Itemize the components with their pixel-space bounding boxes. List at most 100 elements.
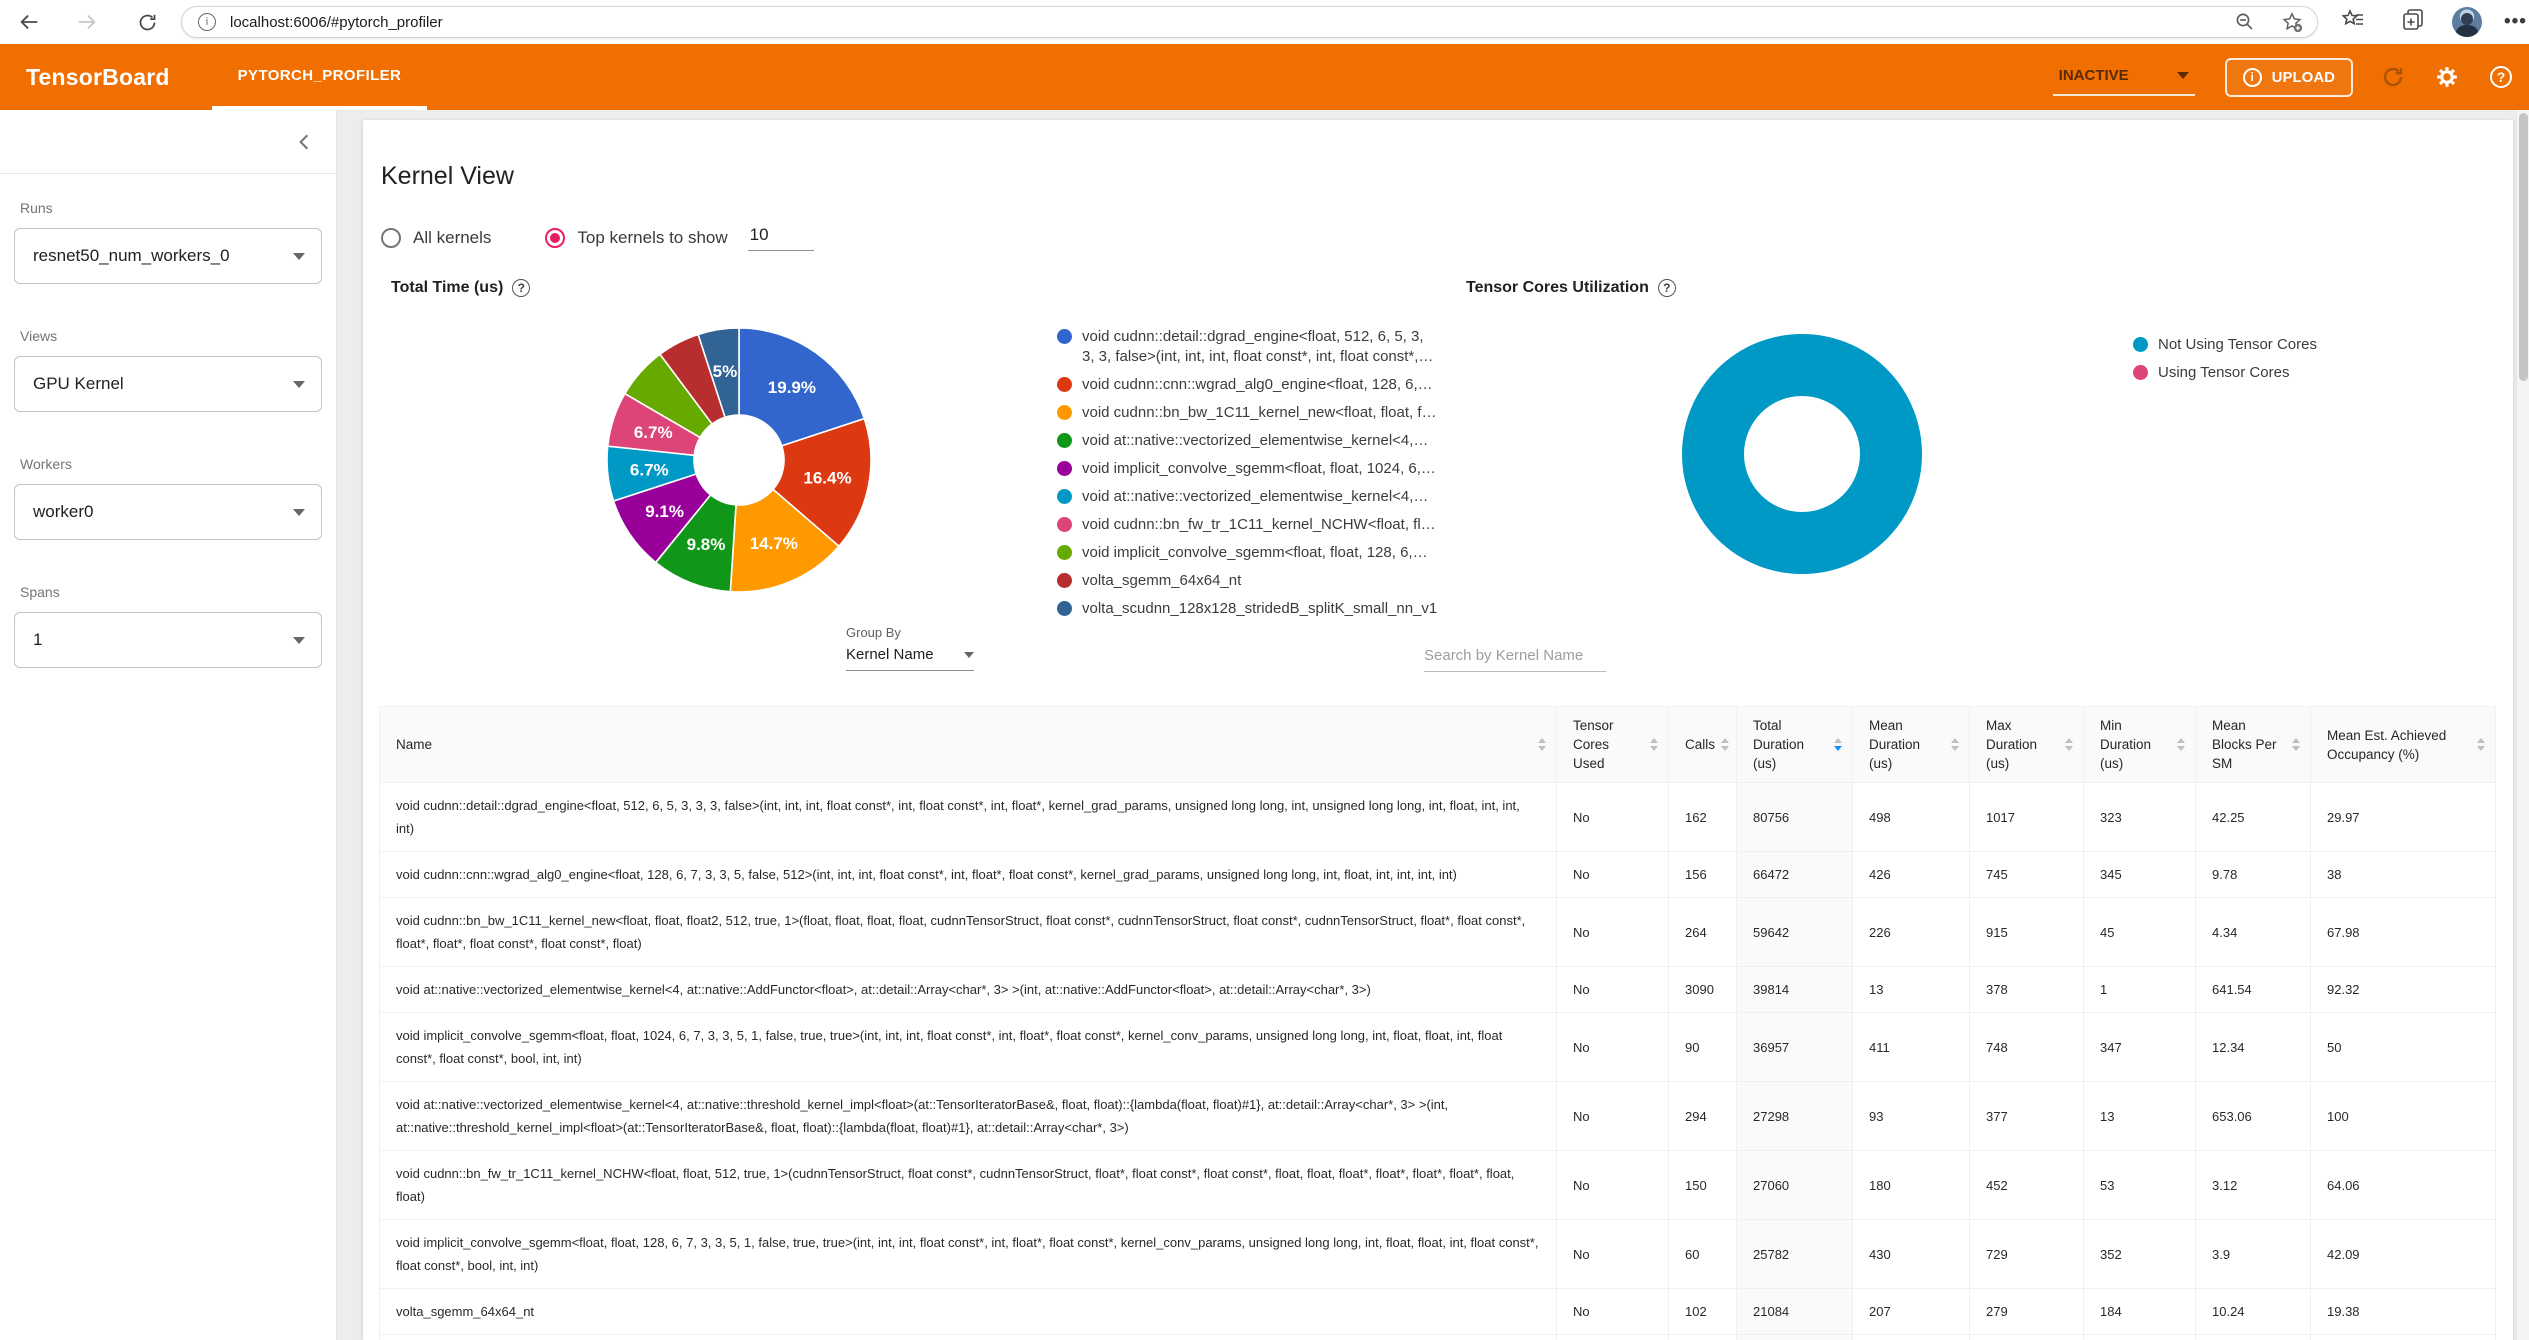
legend-color-dot (1057, 545, 1072, 560)
column-header-label: Calls (1685, 737, 1716, 752)
table-cell: 45 (2083, 897, 2196, 967)
settings-button[interactable] (2433, 63, 2461, 91)
table-cell: 641.54 (2195, 966, 2311, 1013)
legend-color-dot (1057, 377, 1072, 392)
legend-label: void at::native::vectorized_elementwise_… (1082, 432, 1429, 449)
legend-label: void cudnn::detail::dgrad_engine<float, … (1082, 328, 1434, 365)
table-cell: 25782 (1736, 1219, 1853, 1289)
kernel-name-cell: volta_sgemm_64x64_nt (379, 1288, 1557, 1335)
top-kernels-count-input[interactable] (747, 225, 814, 251)
table-cell: 12.34 (2195, 1012, 2311, 1082)
table-cell: 3.12 (2195, 1150, 2311, 1220)
sidebar-select-spans[interactable]: 1 (14, 612, 322, 668)
legend-label: void implicit_convolve_sgemm<float, floa… (1082, 460, 1436, 477)
address-bar[interactable]: i localhost:6006/#pytorch_profiler (181, 6, 2318, 38)
collections-button[interactable] (2400, 7, 2426, 33)
table-cell: 93 (1852, 1081, 1970, 1151)
legend-label: void at::native::vectorized_elementwise_… (1082, 488, 1429, 505)
kernel-name-cell: void cudnn::cnn::wgrad_alg0_engine<float… (379, 851, 1557, 898)
help-icon[interactable]: ? (512, 279, 531, 297)
favorites-bar-button[interactable] (2340, 7, 2366, 33)
profile-avatar[interactable] (2452, 7, 2482, 37)
sidebar-section-label-views: Views (20, 328, 58, 344)
sidebar-section-label-workers: Workers (20, 456, 72, 472)
sidebar-select-workers[interactable]: worker0 (14, 484, 322, 540)
page-scrollbar[interactable] (2516, 110, 2529, 1340)
pie-slice (1682, 334, 1922, 574)
legend-label: Using Tensor Cores (2158, 364, 2290, 381)
all-kernels-radio[interactable] (381, 228, 401, 248)
legend-color-dot (1057, 517, 1072, 532)
scrollbar-thumb[interactable] (2519, 113, 2528, 381)
table-cell: No (1556, 897, 1669, 967)
sort-carets-icon (1951, 738, 1959, 751)
browser-back-button[interactable] (14, 7, 44, 37)
table-cell: 9.78 (2195, 851, 2311, 898)
back-arrow-icon (20, 14, 38, 30)
column-header-total-duration-us[interactable]: Total Duration (us) (1736, 706, 1853, 783)
table-cell: No (1556, 966, 1669, 1013)
top-kernels-radio[interactable] (545, 228, 566, 248)
group-by-select[interactable]: Kernel Name (846, 646, 974, 671)
tensor-cores-donut-chart[interactable] (1677, 329, 1927, 579)
column-header-mean-est-achieved-occupancy[interactable]: Mean Est. Achieved Occupancy (%) (2310, 706, 2496, 783)
site-info-icon[interactable]: i (198, 13, 216, 31)
zoom-out-icon[interactable] (2235, 12, 2255, 32)
table-cell: 100 (2310, 1081, 2496, 1151)
collections-icon (2403, 9, 2423, 30)
table-cell: 42.09 (2310, 1219, 2496, 1289)
sidebar-collapse-button[interactable] (290, 128, 318, 156)
column-header-calls[interactable]: Calls (1668, 706, 1737, 783)
kernel-name-cell: void implicit_convolve_sgemm<float, floa… (379, 1012, 1557, 1082)
table-cell: 27060 (1736, 1150, 1853, 1220)
kernel-name-cell: void implicit_convolve_sgemm<float, floa… (379, 1219, 1557, 1289)
sidebar-select-runs[interactable]: resnet50_num_workers_0 (14, 228, 322, 284)
pie-slice-label: 9.1% (645, 502, 684, 521)
table-cell: 64.06 (2310, 1150, 2496, 1220)
column-header-max-duration-us[interactable]: Max Duration (us) (1969, 706, 2084, 783)
column-header-mean-duration-us[interactable]: Mean Duration (us) (1852, 706, 1970, 783)
tab-pytorch-profiler[interactable]: PYTORCH_PROFILER (211, 44, 428, 110)
tensor-cores-chart: Tensor Cores Utilization ? Not Using Ten… (1438, 279, 2513, 617)
column-header-min-duration-us[interactable]: Min Duration (us) (2083, 706, 2196, 783)
table-cell: 1017 (1969, 782, 2084, 852)
table-cell: No (1556, 1150, 1669, 1220)
table-cell: No (1556, 782, 1669, 852)
column-header-mean-blocks-per-sm[interactable]: Mean Blocks Per SM (2195, 706, 2311, 783)
upload-button[interactable]: i UPLOAD (2224, 57, 2353, 97)
sidebar: Runs resnet50_num_workers_0 Views GPU Kerne… (0, 110, 337, 1340)
chevron-down-icon (964, 651, 974, 658)
table-cell: 42.25 (2195, 782, 2311, 852)
kernel-search-input[interactable] (1424, 647, 1606, 672)
reload-data-button[interactable] (2379, 63, 2407, 91)
column-header-tensor-cores-used[interactable]: Tensor Cores Used (1556, 706, 1669, 783)
help-icon[interactable]: ? (1657, 279, 1676, 297)
table-cell: 27298 (1736, 1081, 1853, 1151)
help-button[interactable]: ? (2487, 63, 2515, 91)
sidebar-select-views[interactable]: GPU Kernel (14, 356, 322, 412)
legend-label: volta_sgemm_64x64_nt (1082, 572, 1242, 589)
browser-menu-button[interactable]: ••• (2504, 11, 2527, 33)
total-time-pie-chart[interactable]: 19.9% 16.4% 14.7% 9.8%9.1% 6.7% 6.7% 5% (594, 315, 884, 605)
legend-color-dot (2133, 337, 2148, 352)
table-cell: 90 (1668, 1012, 1737, 1082)
column-header-label: Name (396, 737, 433, 752)
sidebar-collapse-row (0, 110, 336, 174)
kernel-name-cell: void cudnn::bn_bw_1C11_kernel_new<float,… (379, 897, 1557, 967)
table-cell: 20448 (1736, 1334, 1853, 1340)
table-cell: 80756 (1736, 782, 1853, 852)
table-cell: 745 (1969, 851, 2084, 898)
add-favorite-icon[interactable] (2281, 11, 2303, 33)
column-header-label: Total Duration (us) (1753, 718, 1805, 771)
total-time-chart-title: Total Time (us) ? (391, 279, 1438, 297)
column-header-name[interactable]: Name (379, 706, 1557, 783)
sidebar-section-label-spans: Spans (20, 584, 60, 600)
table-cell: 307 (2083, 1334, 2196, 1340)
browser-refresh-button[interactable] (132, 7, 162, 37)
column-header-label: Min Duration (us) (2100, 718, 2152, 771)
legend-color-dot (1057, 489, 1072, 504)
table-cell: 53 (2083, 1150, 2196, 1220)
browser-forward-button[interactable] (72, 7, 102, 37)
table-cell: 25 (2310, 1334, 2496, 1340)
status-dropdown[interactable]: INACTIVE (2052, 59, 2195, 96)
